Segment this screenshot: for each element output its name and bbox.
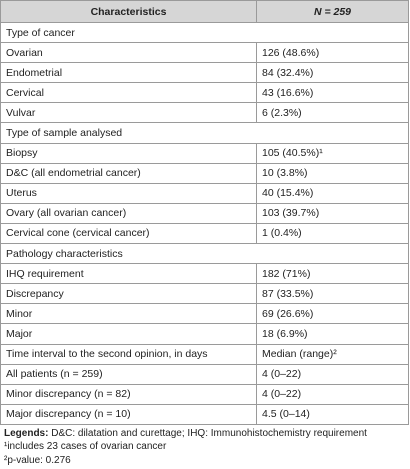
label-cell: All patients (n = 259) — [0, 363, 257, 385]
data-row: Vulvar 6 (2.3%) — [0, 102, 409, 124]
data-row: Major 18 (6.9%) — [0, 323, 409, 345]
label-cell: Cervical — [0, 82, 257, 104]
data-row: All patients (n = 259) 4 (0–22) — [0, 363, 409, 385]
value-cell: 84 (32.4%) — [256, 62, 409, 84]
data-row: Uterus 40 (15.4%) — [0, 182, 409, 204]
label-cell: Uterus — [0, 182, 257, 204]
data-row: Discrepancy 87 (33.5%) — [0, 283, 409, 305]
footnote: ¹includes 23 cases of ovarian cancer — [4, 441, 167, 453]
label-cell: Vulvar — [0, 102, 257, 124]
value-cell: 126 (48.6%) — [256, 42, 409, 64]
value-cell: 4 (0–22) — [256, 363, 409, 385]
footnote: ²p-value: 0.276 — [4, 454, 71, 466]
data-row: Time interval to the second opinion, in … — [0, 343, 409, 365]
data-row: Biopsy 105 (40.5%)¹ — [0, 142, 409, 164]
label-cell: IHQ requirement — [0, 263, 257, 285]
label-cell: Discrepancy — [0, 283, 257, 305]
value-cell: 182 (71%) — [256, 263, 409, 285]
section-row: Pathology characteristics — [0, 243, 409, 265]
data-row: D&C (all endometrial cancer) 10 (3.8%) — [0, 162, 409, 184]
notes: Legends: D&C: dilatation and curettage; … — [0, 425, 410, 468]
data-row: Endometrial 84 (32.4%) — [0, 62, 409, 84]
value-cell: 103 (39.7%) — [256, 202, 409, 224]
header-cell: Characteristics — [0, 0, 257, 23]
data-row: Major discrepancy (n = 10) 4.5 (0–14) — [0, 403, 409, 425]
data-row: Cervical cone (cervical cancer) 1 (0.4%) — [0, 222, 409, 245]
data-row: IHQ requirement 182 (71%) — [0, 263, 409, 285]
label-cell: Minor — [0, 303, 257, 325]
section-row: Type of cancer — [0, 21, 409, 44]
label-cell: Major discrepancy (n = 10) — [0, 403, 257, 425]
data-table: Characteristics N = 259 Type of cancer Ov… — [0, 0, 409, 425]
value-cell: 10 (3.8%) — [256, 162, 409, 184]
legend-label: Legends: — [4, 427, 49, 439]
label-cell: Major — [0, 323, 257, 345]
label-cell: Ovary (all ovarian cancer) — [0, 202, 257, 224]
value-cell: 87 (33.5%) — [256, 283, 409, 305]
data-row: Minor 69 (26.6%) — [0, 303, 409, 325]
legend: Legends: D&C: dilatation and curettage; … — [4, 427, 406, 441]
data-row: Ovary (all ovarian cancer) 103 (39.7%) — [0, 202, 409, 224]
header-row: Characteristics N = 259 — [0, 0, 409, 23]
header-cell: N = 259 — [256, 0, 409, 23]
section-cell: Type of cancer — [0, 21, 409, 44]
value-cell: 105 (40.5%)¹ — [256, 142, 409, 164]
data-row: Ovarian 126 (48.6%) — [0, 42, 409, 64]
label-cell: Endometrial — [0, 62, 257, 84]
section-cell: Pathology characteristics — [0, 243, 409, 265]
label-cell: Minor discrepancy (n = 82) — [0, 383, 257, 405]
table-body: Type of cancer Ovarian 126 (48.6%) Endometr… — [0, 21, 409, 425]
section-row: Type of sample analysed — [0, 122, 409, 144]
value-cell: 1 (0.4%) — [256, 222, 409, 245]
value-cell: 4 (0–22) — [256, 383, 409, 405]
value-cell: Median (range)² — [256, 343, 409, 365]
label-cell: Ovarian — [0, 42, 257, 64]
value-cell: 43 (16.6%) — [256, 82, 409, 104]
data-row: Cervical 43 (16.6%) — [0, 82, 409, 104]
label-cell: Biopsy — [0, 142, 257, 164]
value-cell: 4.5 (0–14) — [256, 403, 409, 425]
value-cell: 40 (15.4%) — [256, 182, 409, 204]
value-cell: 18 (6.9%) — [256, 323, 409, 345]
value-cell: 6 (2.3%) — [256, 102, 409, 124]
label-cell: D&C (all endometrial cancer) — [0, 162, 257, 184]
section-cell: Type of sample analysed — [0, 122, 409, 144]
label-cell: Cervical cone (cervical cancer) — [0, 222, 257, 245]
data-row: Minor discrepancy (n = 82) 4 (0–22) — [0, 383, 409, 405]
legend-text: D&C: dilatation and curettage; IHQ: Immu… — [48, 427, 367, 439]
value-cell: 69 (26.6%) — [256, 303, 409, 325]
label-cell: Time interval to the second opinion, in … — [0, 343, 257, 365]
